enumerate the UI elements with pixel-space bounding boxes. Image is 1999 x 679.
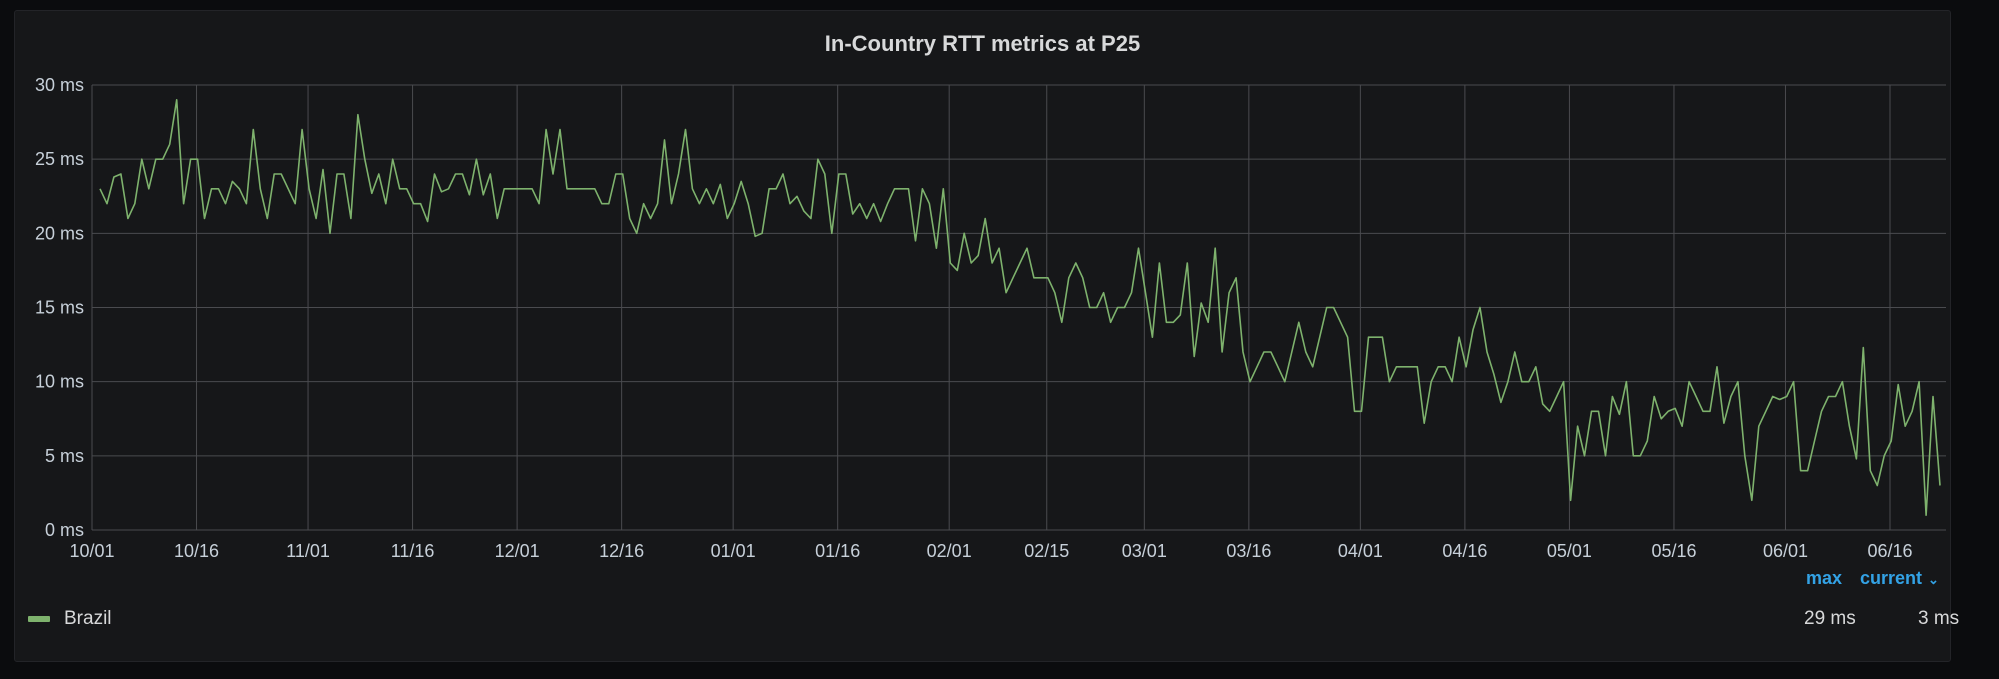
x-axis-ticks: 10/01 10/16 11/01 11/16 12/01 12/16 01/01 01/16… <box>69 541 1912 561</box>
series-lines <box>99 99 1941 517</box>
series-swatch <box>28 615 50 622</box>
legend-series-label: Brazil <box>64 608 112 629</box>
x-tick-label: 02/01 <box>927 541 972 561</box>
x-tick-label: 12/01 <box>495 541 540 561</box>
x-tick-label: 12/16 <box>599 541 644 561</box>
y-tick-label: 5 ms <box>45 446 84 466</box>
chart-title: In-Country RTT metrics at P25 <box>824 31 1141 56</box>
x-tick-label: 02/15 <box>1024 541 1069 561</box>
x-tick-label: 01/16 <box>815 541 860 561</box>
legend-col-max[interactable]: max <box>1806 568 1843 588</box>
series-line <box>99 99 1941 517</box>
x-tick-label: 10/01 <box>69 541 114 561</box>
y-tick-label: 30 ms <box>35 75 84 95</box>
y-tick-label: 0 ms <box>45 520 84 540</box>
y-axis-ticks: 0 ms 5 ms 10 ms 15 ms 20 ms 25 ms 30 ms <box>35 75 84 540</box>
legend-col-current[interactable]: current ⌄ <box>1860 568 1939 589</box>
x-tick-label: 05/16 <box>1651 541 1696 561</box>
y-tick-label: 25 ms <box>35 149 84 169</box>
y-tick-label: 10 ms <box>35 372 84 392</box>
legend-current-value: 3 ms <box>1918 608 1960 629</box>
y-tick-label: 15 ms <box>35 298 84 318</box>
x-tick-label: 05/01 <box>1547 541 1592 561</box>
x-tick-label: 11/16 <box>391 541 435 561</box>
y-tick-label: 20 ms <box>35 223 84 243</box>
legend-item-brazil[interactable]: Brazil <box>28 608 112 630</box>
legend-col-current-label: current <box>1860 568 1923 588</box>
x-tick-label: 06/16 <box>1867 541 1912 561</box>
graph-panel: In-Country RTT metrics at P25 <box>14 10 1951 662</box>
legend-max-value: 29 ms <box>1804 608 1856 629</box>
x-tick-label: 04/16 <box>1442 541 1487 561</box>
x-tick-label: 04/01 <box>1338 541 1383 561</box>
x-tick-label: 06/01 <box>1763 541 1808 561</box>
chevron-down-icon: ⌄ <box>1928 572 1939 587</box>
x-tick-label: 10/16 <box>174 541 219 561</box>
x-tick-label: 01/01 <box>711 541 756 561</box>
x-tick-label: 03/01 <box>1122 541 1167 561</box>
grid-lines <box>91 84 1946 531</box>
x-tick-label: 11/01 <box>286 541 330 561</box>
x-tick-label: 03/16 <box>1226 541 1271 561</box>
